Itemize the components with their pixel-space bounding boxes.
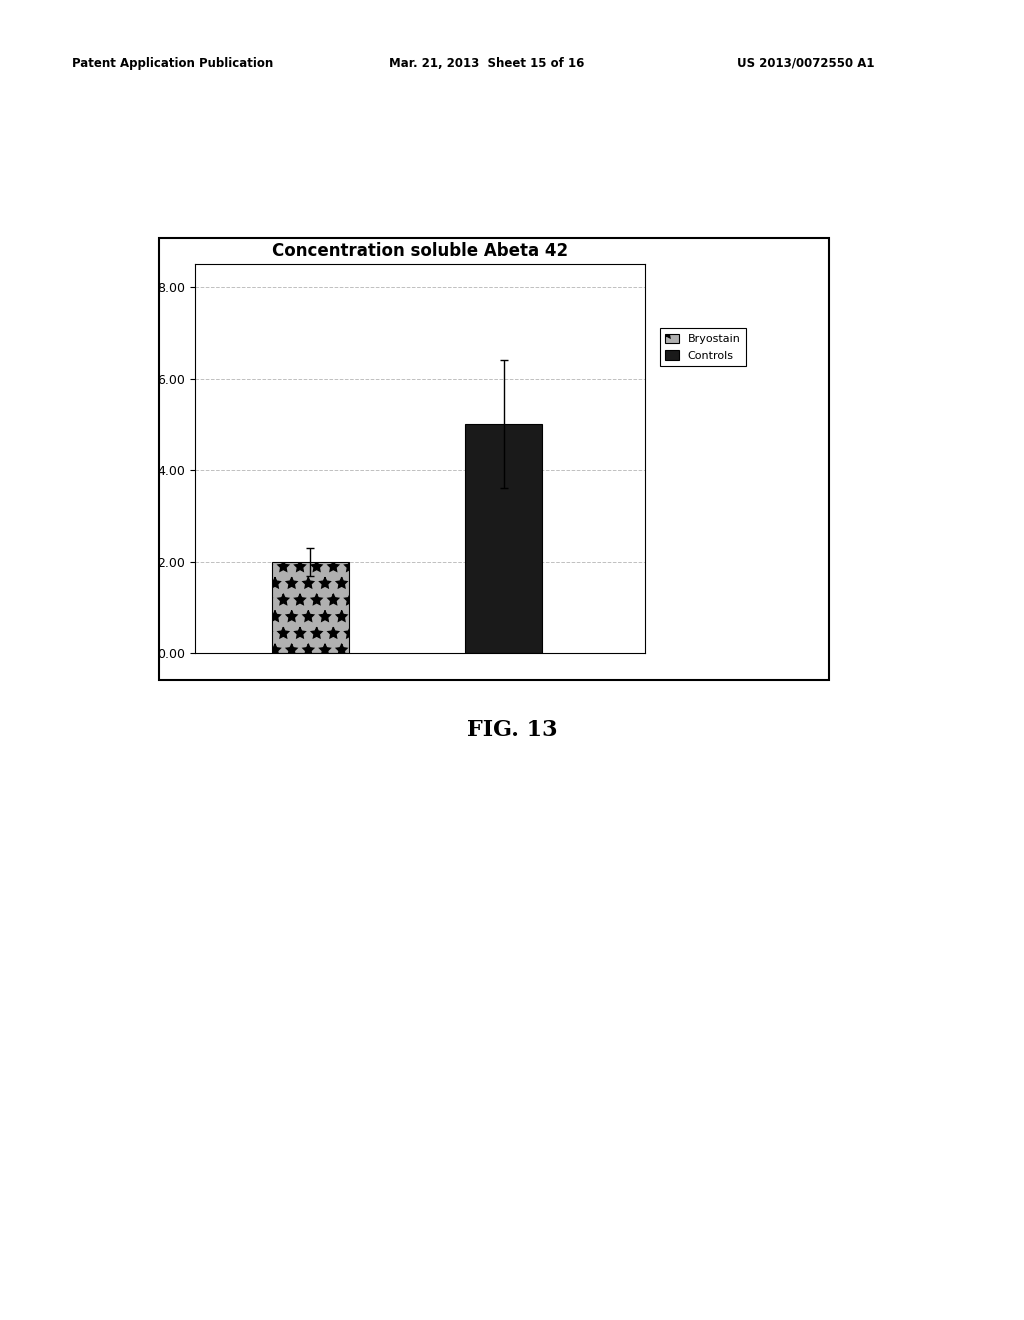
Text: Mar. 21, 2013  Sheet 15 of 16: Mar. 21, 2013 Sheet 15 of 16 <box>389 57 585 70</box>
Text: US 2013/0072550 A1: US 2013/0072550 A1 <box>737 57 874 70</box>
Bar <box>465 424 542 653</box>
Text: Patent Application Publication: Patent Application Publication <box>72 57 273 70</box>
Bar <box>271 562 349 653</box>
Title: Concentration soluble Abeta 42: Concentration soluble Abeta 42 <box>271 242 568 260</box>
Text: FIG. 13: FIG. 13 <box>467 719 557 742</box>
Legend: Bryostain, Controls: Bryostain, Controls <box>659 327 745 366</box>
